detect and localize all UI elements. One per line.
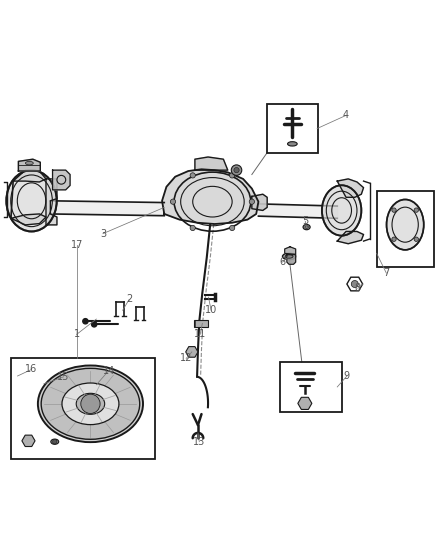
Text: 12: 12 [180,353,192,364]
Circle shape [170,199,176,204]
Text: 3: 3 [100,229,106,239]
Polygon shape [18,159,40,171]
Circle shape [230,173,235,178]
Text: 15: 15 [57,372,70,382]
Ellipse shape [41,368,140,439]
Polygon shape [287,255,296,264]
Ellipse shape [51,439,59,445]
Ellipse shape [38,366,143,442]
Circle shape [414,237,418,241]
Text: 7: 7 [383,268,389,278]
Polygon shape [53,170,70,190]
Ellipse shape [287,142,297,146]
Bar [280,362,342,412]
Ellipse shape [322,185,361,236]
Text: 17: 17 [71,240,83,251]
Text: 10: 10 [205,305,217,316]
Text: 13: 13 [193,437,205,447]
Bar [11,359,155,459]
Bar [194,320,208,327]
Text: 1: 1 [74,329,80,340]
Polygon shape [46,179,57,225]
Text: 4: 4 [343,110,349,120]
Text: 2: 2 [126,294,132,304]
Bar [377,191,434,268]
Ellipse shape [305,226,308,229]
Polygon shape [195,157,228,170]
Circle shape [231,165,242,175]
Circle shape [190,225,195,231]
Circle shape [230,225,235,231]
Text: 8: 8 [355,284,361,293]
Circle shape [53,440,57,444]
Polygon shape [337,179,364,197]
Text: 11: 11 [194,329,206,340]
Circle shape [392,208,396,212]
Circle shape [81,394,100,414]
Ellipse shape [25,161,33,165]
Ellipse shape [6,170,57,231]
Ellipse shape [303,224,310,230]
Polygon shape [11,214,46,225]
Circle shape [234,167,239,173]
Polygon shape [162,169,258,224]
Text: 14: 14 [102,366,115,376]
Polygon shape [285,247,296,254]
Circle shape [351,280,358,287]
Polygon shape [252,194,267,211]
Ellipse shape [76,393,105,414]
Circle shape [414,208,418,212]
Circle shape [92,322,97,327]
Polygon shape [13,170,46,182]
Ellipse shape [387,199,424,250]
Text: 9: 9 [344,371,350,381]
Ellipse shape [283,253,296,260]
Text: 16: 16 [25,365,38,374]
Circle shape [190,173,195,178]
Bar [267,104,318,152]
Circle shape [83,319,88,324]
Text: 6: 6 [279,257,286,267]
Ellipse shape [285,255,293,258]
Circle shape [392,237,396,241]
Circle shape [249,199,254,204]
Text: 5: 5 [302,216,308,227]
Ellipse shape [62,383,119,425]
Polygon shape [337,231,364,244]
